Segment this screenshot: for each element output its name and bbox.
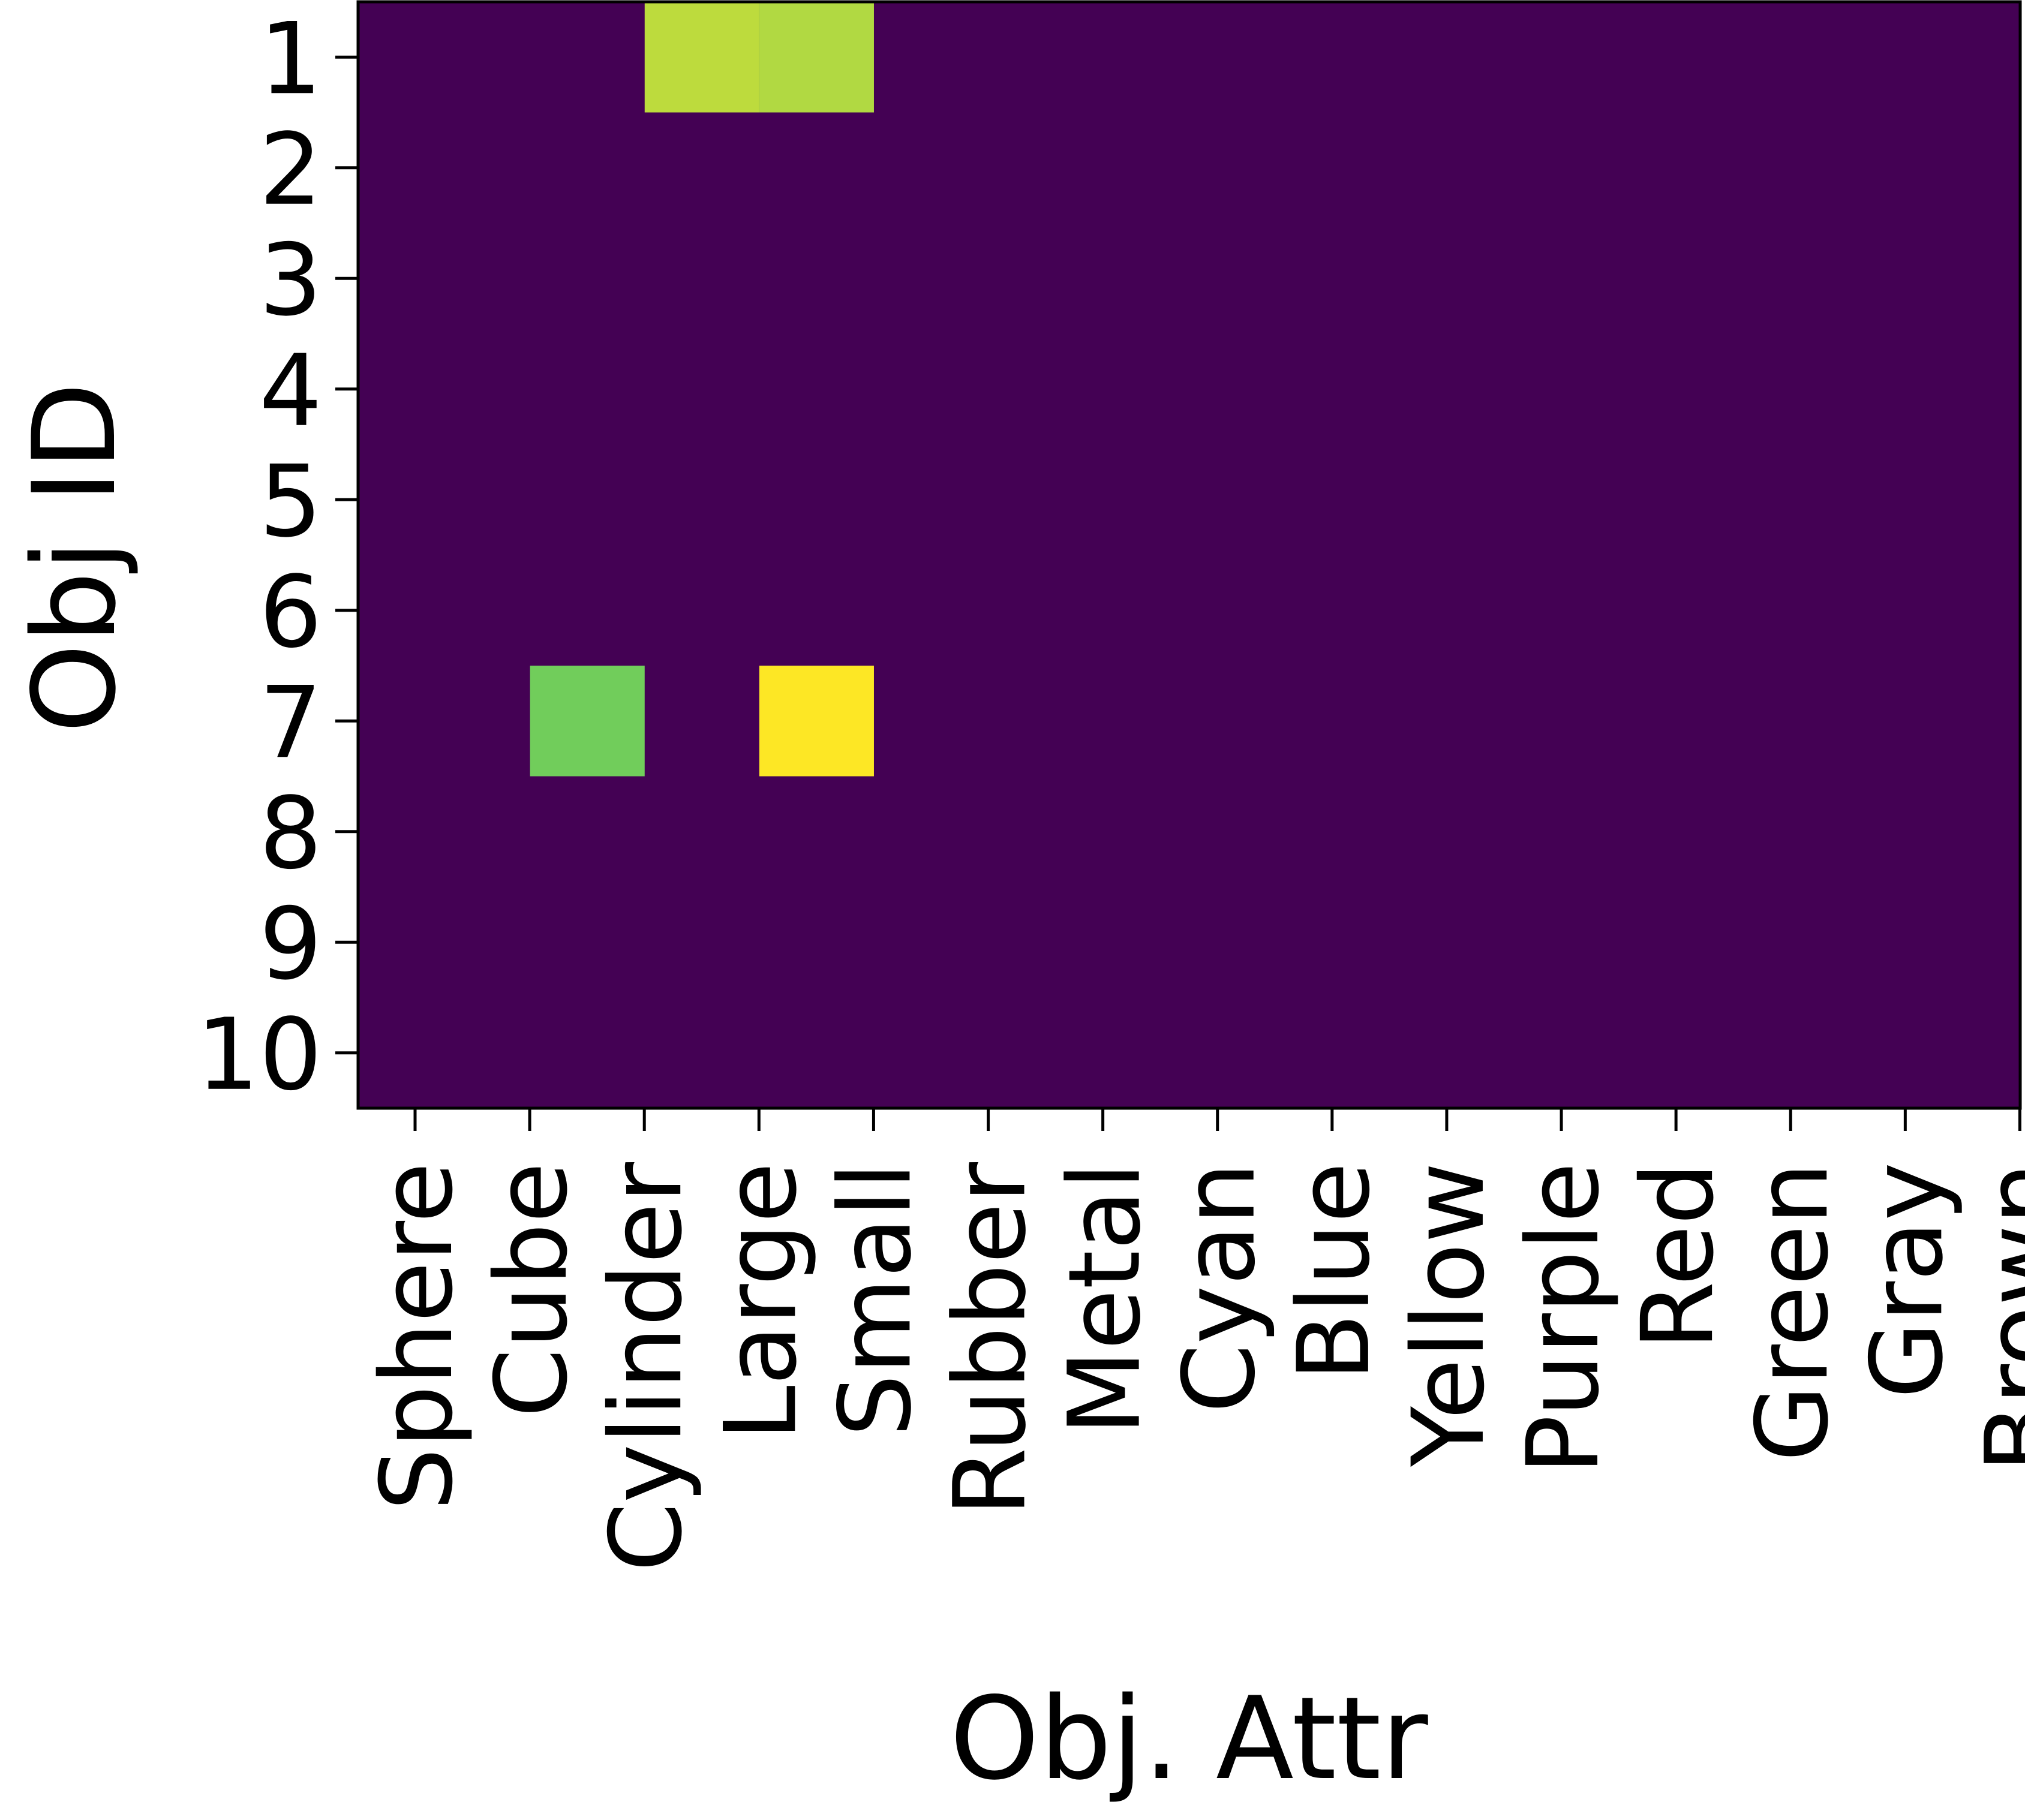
x-tick-label: Green	[1735, 1162, 1850, 1462]
x-tick-label: Cube	[474, 1162, 589, 1418]
x-tick-label: Cylinder	[588, 1162, 704, 1572]
heatmap-cells	[358, 2, 2020, 1108]
x-tick-label: Sphere	[359, 1162, 474, 1511]
y-tick-label: 1	[259, 1, 322, 116]
x-tick-label: Red	[1620, 1162, 1735, 1350]
y-tick-label: 2	[259, 112, 322, 227]
x-tick-label: Small	[818, 1162, 933, 1437]
x-tick-label: Cyan	[1162, 1162, 1277, 1413]
y-tick-label: 4	[259, 333, 322, 449]
x-tick-label: Yellow	[1391, 1162, 1506, 1467]
x-axis: Sphere Cube Cylinder Large Small Rubber Metal C…	[359, 1108, 2025, 1572]
y-tick-label: 6	[259, 555, 322, 670]
heatmap-cell	[759, 666, 874, 777]
plot-frame	[356, 0, 2022, 1110]
y-tick-label: 9	[259, 886, 322, 1001]
heatmap-cell	[530, 666, 645, 777]
y-tick-label: 8	[259, 776, 322, 891]
y-tick-label: 10	[196, 997, 322, 1112]
x-axis-label: Obj. Attr	[950, 1672, 1428, 1805]
heatmap-cell	[644, 2, 759, 113]
y-tick-label: 7	[259, 665, 322, 780]
x-tick-label: Large	[703, 1162, 818, 1440]
x-tick-label: Rubber	[933, 1162, 1048, 1517]
y-tick-label: 5	[259, 444, 322, 559]
heatmap-background	[358, 2, 2020, 1108]
y-axis-label: Obj ID	[8, 382, 141, 733]
x-tick-label: Purple	[1506, 1162, 1621, 1475]
x-tick-label: Metal	[1047, 1162, 1162, 1436]
heatmap-cell	[759, 2, 874, 113]
x-tick-label: Brown	[1964, 1162, 2025, 1473]
x-tick-label: Gray	[1849, 1162, 1964, 1398]
x-tick-label: Blue	[1276, 1162, 1392, 1381]
y-tick-label: 3	[259, 222, 322, 338]
